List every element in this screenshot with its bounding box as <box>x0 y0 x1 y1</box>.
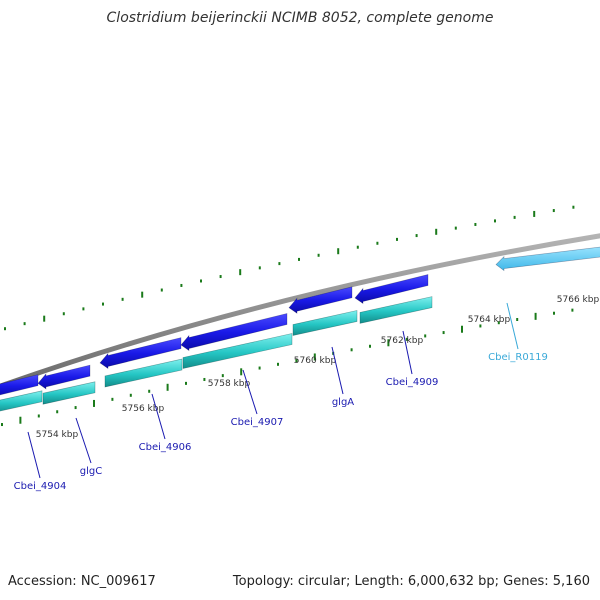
gene-label[interactable]: Cbei_4907 <box>231 417 284 428</box>
rna-feature[interactable] <box>495 246 600 272</box>
gene-leader-line <box>27 431 41 479</box>
gene-feature[interactable] <box>182 333 293 369</box>
gene-leader-line <box>151 393 166 440</box>
outer-tick-marks <box>4 205 575 331</box>
ruler-label: 5758 kbp <box>208 379 251 389</box>
ruler-label: 5756 kbp <box>122 404 165 414</box>
cds-feature[interactable] <box>37 364 91 390</box>
cds-feature[interactable] <box>180 313 288 352</box>
gene-leader-line <box>331 346 344 395</box>
ruler-label: 5760 kbp <box>294 356 337 366</box>
feature-track <box>0 246 600 413</box>
gene-feature[interactable] <box>359 296 433 324</box>
gene-leader-line <box>402 330 413 375</box>
gene-feature[interactable] <box>292 310 358 336</box>
ruler-label: 5766 kbp <box>557 295 600 305</box>
cds-feature[interactable] <box>0 374 39 398</box>
gene-label[interactable]: glgA <box>332 397 354 408</box>
cds-feature[interactable] <box>99 337 182 370</box>
gene-leader-line <box>506 302 519 350</box>
cds-feature[interactable] <box>354 274 429 305</box>
genome-backbone <box>0 233 600 389</box>
gene-leader-line <box>242 369 258 415</box>
map-title: Clostridium beijerinckii NCIMB 8052, com… <box>106 10 494 26</box>
gene-label[interactable]: Cbei_R0119 <box>488 352 548 363</box>
ruler-label: 5754 kbp <box>36 430 79 440</box>
ruler-label: 5764 kbp <box>468 315 511 325</box>
gene-label[interactable]: Cbei_4904 <box>14 481 67 492</box>
accession-text: Accession: NC_009617 <box>8 574 156 589</box>
genome-summary-text: Topology: circular; Length: 6,000,632 bp… <box>232 574 590 589</box>
gene-label[interactable]: Cbei_4909 <box>386 377 439 388</box>
gene-leader-line <box>75 417 92 464</box>
gene-label[interactable]: Cbei_4906 <box>139 442 192 453</box>
gene-feature[interactable] <box>0 390 43 413</box>
cds-feature[interactable] <box>288 286 353 314</box>
gene-label[interactable]: glgC <box>80 466 102 477</box>
ruler-labels: 5754 kbp 5756 kbp 5758 kbp 5760 kbp 5762 kbp… <box>36 295 600 440</box>
gene-feature[interactable] <box>104 358 183 388</box>
gene-feature[interactable] <box>42 381 96 405</box>
ruler-label: 5762 kbp <box>381 336 424 346</box>
gene-labels: Cbei_4904 glgC Cbei_4906 Cbei_4907 glgA Cbei_… <box>14 302 548 492</box>
